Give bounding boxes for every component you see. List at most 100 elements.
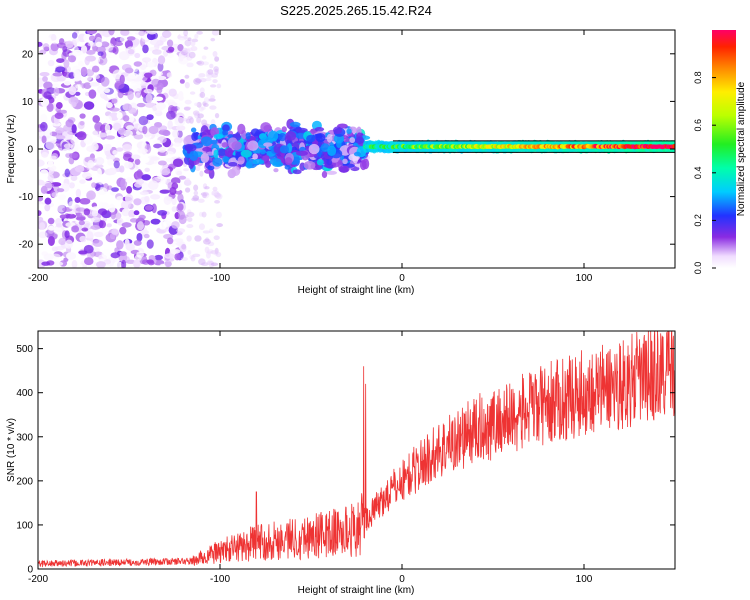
spectrogram-cell [85,68,95,77]
spectrogram-cell [146,211,154,220]
x-tick-label: 100 [576,574,593,585]
spectrogram-cell [103,259,112,265]
spectrogram-cell [40,185,48,194]
spectrogram-cell [53,87,60,97]
spectrogram-cell [95,41,103,48]
spectrogram-cell [116,240,124,250]
spectrogram-cell [237,123,246,135]
spectrogram-cell [114,80,125,90]
spectrogram-cell [127,49,135,55]
spectrogram-cell [158,146,167,153]
spectrogram-cell [252,158,265,165]
spectrogram-cell [133,133,144,140]
spectrogram-cell [54,112,64,120]
spectrogram-cell [183,168,189,172]
spectrogram-cell [129,218,139,223]
spectrogram-cell [166,39,174,47]
spectrogram-cell [212,157,223,167]
spectrogram-cell [41,261,51,266]
spectrogram-cell [105,115,112,123]
snr-ylabel: SNR (10 * v/v) [6,418,17,482]
spectrogram-cell [108,203,116,213]
spectrogram-cell [201,119,208,126]
colorbar-tick-label: 0.4 [693,167,703,180]
spectrogram-cell [215,193,223,200]
spectrogram-cell [100,41,110,48]
spectrogram-cell [80,45,88,54]
spectrogram-cell [203,238,211,245]
spectrogram-cell [117,127,126,135]
spectrogram-cell [106,143,112,148]
spectrogram-cell [64,239,73,249]
spectrogram-cell [267,130,279,142]
spectrogram-cell [70,174,78,181]
spectrogram-cell [47,225,55,231]
spectrogram-cell [326,133,333,143]
spectrogram-cell [107,167,117,175]
spectrogram-cell [86,30,98,35]
spectrogram-cell [140,64,147,70]
spectrogram-cell [120,178,128,189]
spectrogram-cell [79,197,91,205]
spectrogram-cell [124,161,134,169]
spectrogram-ylabel: Frequency (Hz) [6,115,17,184]
spectrogram-cell [44,204,51,212]
spectrogram-cell [116,217,124,226]
spectrogram-cell [124,194,134,204]
spectrogram-cell [72,49,83,56]
spectrogram-cell [126,36,136,41]
spectrogram-cell [42,43,50,51]
spectrogram-cell [52,261,64,267]
spectrogram-cell [165,157,174,163]
spectrogram-cell [88,35,96,42]
spectrogram-cell [89,81,100,87]
spectrogram-cell [63,81,71,86]
spectrogram-cell [140,229,149,235]
spectrogram-cell [121,222,132,228]
spectrogram-cell [74,91,81,96]
spectrogram-cell [83,33,92,43]
spectrogram-cell [342,158,348,165]
spectrogram-cell [325,170,338,175]
spectrogram-cell [205,251,211,259]
spectrogram-cell [83,82,92,89]
spectrogram-cell [212,186,218,192]
colorbar-tick-label: 0.6 [693,119,703,132]
spectrogram-cell [184,81,190,89]
spectrogram-cell [38,196,44,202]
spectrogram-cell [136,102,146,108]
spectrogram-cell [134,52,141,59]
spectrogram-cell [97,51,104,56]
spectrogram-cell [190,255,196,262]
spectrogram-cell [144,167,150,173]
spectrogram-cell [40,113,48,124]
spectrogram-cell [188,51,196,59]
spectrogram-cell [126,125,135,131]
spectrogram-cell [252,153,258,160]
spectrogram-cell [279,145,290,154]
spectrogram-cell [209,84,217,88]
spectrogram-cell [156,75,167,81]
spectrogram-cell [108,30,115,36]
spectrogram-cell [166,72,173,78]
spectrogram-cell [68,152,79,159]
spectrogram-cell [119,251,127,257]
spectrogram-cell [171,206,178,212]
spectrogram-cell [183,136,193,147]
spectrogram-xlabel: Height of straight line (km) [298,285,415,296]
spectrogram-cell [111,228,119,235]
spectrogram-cell [198,223,206,230]
spectrogram-cell [125,259,136,264]
spectrogram-cell [168,88,177,97]
spectrogram-cell [119,226,127,235]
spectrogram-cell [191,132,198,141]
spectrogram-cell [184,144,197,152]
spectrogram-cell [153,143,163,149]
spectrogram-cell [84,56,90,66]
spectrogram-cell [101,249,113,259]
spectrogram-cell [68,201,76,210]
spectrogram-cell [196,30,203,35]
spectrogram-cell [135,92,141,99]
spectrogram-cell [91,65,100,73]
spectrogram-cell [43,81,53,90]
